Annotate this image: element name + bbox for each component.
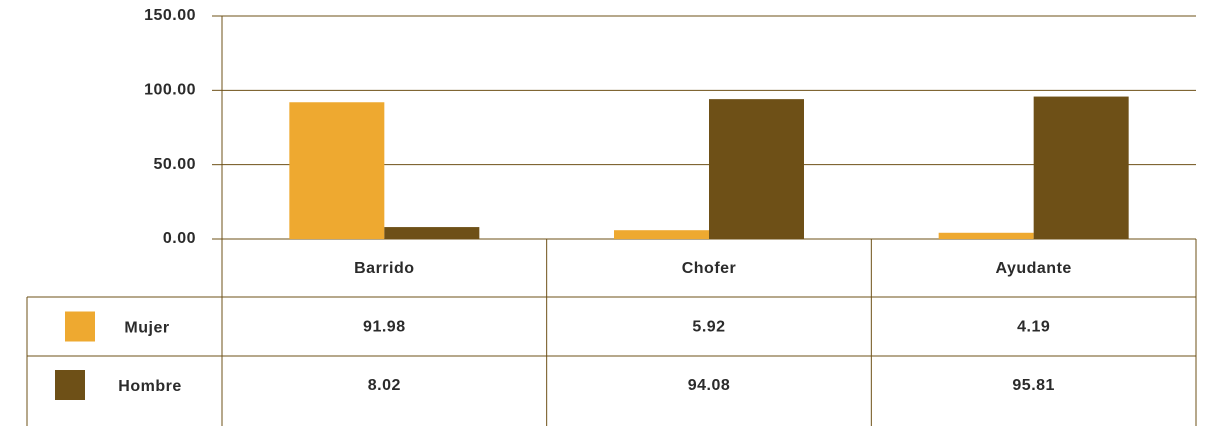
legend-label: Mujer <box>124 320 169 337</box>
table-value: 94.08 <box>688 377 731 394</box>
table-value: 5.92 <box>692 319 725 336</box>
legend-swatch <box>65 311 95 342</box>
x-tick-label: Ayudante <box>996 260 1072 277</box>
legend-swatch <box>55 370 85 400</box>
bar <box>938 232 1034 239</box>
x-tick-label: Barrido <box>354 260 414 277</box>
x-tick-label: Chofer <box>682 260 737 277</box>
y-tick-label: 150.00 <box>144 7 196 24</box>
table-value: 95.81 <box>1012 377 1055 394</box>
table-value: 91.98 <box>363 319 406 336</box>
bar <box>1033 96 1129 239</box>
y-tick-label: 100.00 <box>144 82 196 99</box>
legend-label: Hombre <box>118 378 181 395</box>
bar <box>614 230 709 239</box>
table-value: 4.19 <box>1017 319 1050 336</box>
bar <box>709 99 804 239</box>
bar <box>384 227 480 239</box>
bar <box>289 102 385 239</box>
table-value: 8.02 <box>368 377 401 394</box>
y-tick-label: 0.00 <box>163 230 196 247</box>
y-tick-label: 50.00 <box>153 156 196 173</box>
